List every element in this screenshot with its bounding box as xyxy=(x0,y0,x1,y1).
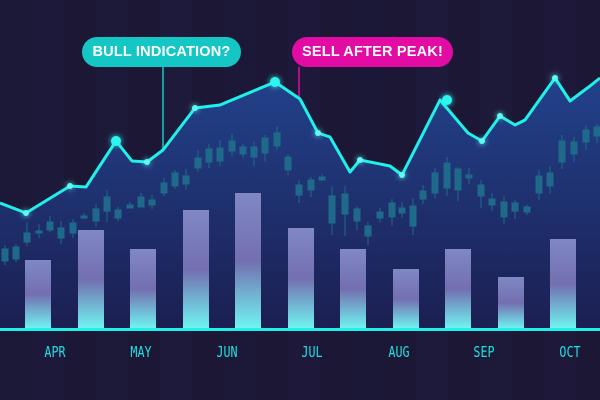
x-axis-baseline xyxy=(0,328,600,331)
line-points xyxy=(23,75,558,216)
bar-apr-2 xyxy=(78,230,104,329)
sell-after-peak-callout: SELL AFTER PEAK! xyxy=(292,37,453,67)
x-tick-oct: OCT xyxy=(559,343,581,361)
x-tick-apr: APR xyxy=(44,343,66,361)
volume-bars xyxy=(25,193,576,329)
bar-oct xyxy=(550,239,576,329)
peak-sep xyxy=(442,95,452,105)
x-tick-jul: JUL xyxy=(301,343,323,361)
bar-jun xyxy=(235,193,261,329)
x-tick-aug: AUG xyxy=(388,343,410,361)
bar-may-2 xyxy=(183,210,209,329)
peak-jun xyxy=(270,77,280,87)
bar-may xyxy=(130,249,156,329)
x-tick-may: MAY xyxy=(130,343,152,361)
candlesticks xyxy=(1,124,600,265)
peak-may xyxy=(111,136,121,146)
bar-apr xyxy=(25,260,51,329)
price-line xyxy=(0,76,600,215)
peak-markers xyxy=(111,77,452,146)
x-tick-sep: SEP xyxy=(473,343,495,361)
bar-sep xyxy=(445,249,471,329)
bar-jul-2 xyxy=(340,249,366,329)
bull-indication-callout: BULL INDICATION? xyxy=(82,37,241,67)
bar-jul xyxy=(288,228,314,329)
x-tick-jun: JUN xyxy=(216,343,238,361)
bar-aug xyxy=(393,269,419,329)
bar-sep-2 xyxy=(498,277,524,329)
